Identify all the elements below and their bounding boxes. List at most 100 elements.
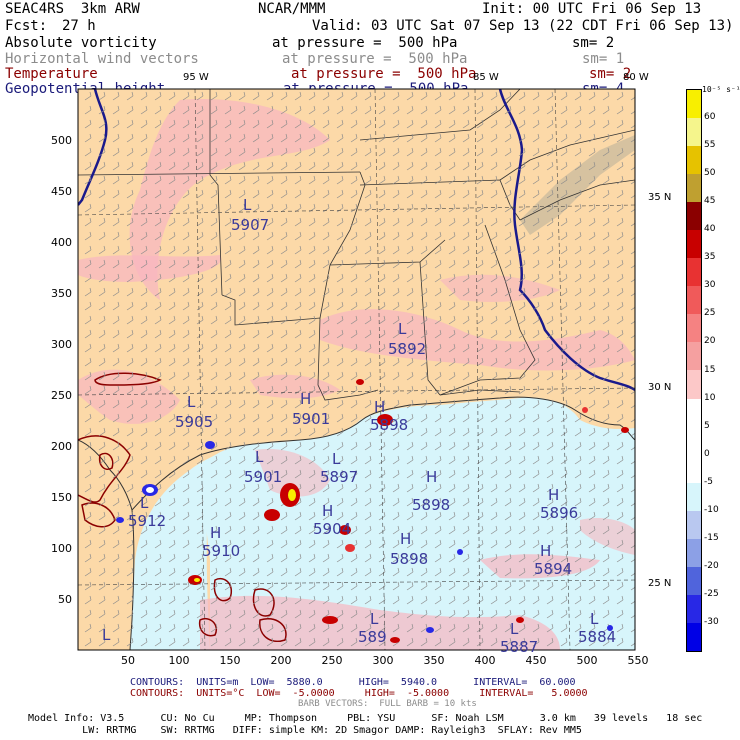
height-value: 5892 [388, 340, 427, 358]
wind-barb [546, 455, 554, 465]
wind-barb [140, 623, 148, 633]
wind-barb [490, 469, 498, 479]
wind-barb [406, 217, 414, 227]
wind-barb [504, 259, 512, 269]
wind-barb [518, 357, 526, 367]
wind-barb [294, 637, 302, 647]
wind-barb [602, 609, 610, 619]
wind-barb [252, 175, 260, 185]
wind-barb [252, 427, 260, 437]
wind-barb [434, 315, 442, 325]
colorbar-label: -5 [704, 476, 713, 487]
wind-barb [364, 231, 372, 241]
wind-barb [588, 189, 596, 199]
wind-barb [224, 175, 232, 185]
footer-height-contours: CONTOURS: UNITS=m LOW= 5880.0 HIGH= 5940… [130, 677, 576, 688]
wind-barb [238, 399, 246, 409]
wind-barb [322, 609, 330, 619]
wind-barb [364, 567, 372, 577]
wind-barb [476, 273, 484, 283]
wind-barb [574, 441, 582, 451]
wind-barb [336, 343, 344, 353]
wind-barb [140, 399, 148, 409]
init-time: Init: 00 UTC Fri 06 Sep 13 [482, 1, 702, 17]
wind-barb [336, 469, 344, 479]
wind-barb [112, 413, 120, 423]
wind-barb [168, 329, 176, 339]
low-marker: L [398, 320, 407, 338]
wind-barb [560, 609, 568, 619]
wind-barb [238, 511, 246, 521]
wind-barb [588, 273, 596, 283]
wind-barb [588, 497, 596, 507]
wind-barb [364, 161, 372, 171]
wind-barb [560, 553, 568, 563]
wind-barb [448, 217, 456, 227]
wind-barb [546, 161, 554, 171]
wind-barb [406, 413, 414, 423]
wind-barb [336, 567, 344, 577]
wind-barb [308, 301, 316, 311]
wind-barb [476, 259, 484, 269]
wind-barb [574, 371, 582, 381]
wind-barb [238, 427, 246, 437]
wind-barb [350, 511, 358, 521]
wind-barb [560, 539, 568, 549]
wind-barb [420, 259, 428, 269]
wind-barb [364, 511, 372, 521]
wind-barb [322, 623, 330, 633]
wind-barb [238, 161, 246, 171]
wind-barb [252, 455, 260, 465]
wind-barb [168, 469, 176, 479]
colorbar-label: 20 [704, 336, 716, 347]
wind-barb [616, 455, 624, 465]
wind-barb [462, 357, 470, 367]
wind-barb [154, 497, 162, 507]
wind-barb [350, 217, 358, 227]
wind-barb [154, 301, 162, 311]
wind-barb [224, 91, 232, 101]
wind-barb [518, 385, 526, 395]
wind-barb [126, 259, 134, 269]
wind-barb [294, 161, 302, 171]
wind-barb [364, 343, 372, 353]
wind-barb [434, 175, 442, 185]
wind-barb [434, 203, 442, 213]
wind-barb [420, 609, 428, 619]
wind-barb [364, 133, 372, 143]
colorbar-label: 40 [704, 224, 716, 235]
wind-barb [602, 189, 610, 199]
wind-barb [294, 259, 302, 269]
wind-barb [308, 315, 316, 325]
wind-barb [238, 525, 246, 535]
wind-barb [84, 595, 92, 605]
wind-barb [504, 147, 512, 157]
wind-barb [630, 348, 635, 353]
wind-barb [280, 581, 288, 591]
wind-barb [126, 343, 134, 353]
wind-barb [546, 329, 554, 339]
wind-barb [504, 287, 512, 297]
wind-barb [378, 189, 386, 199]
wind-barb [364, 371, 372, 381]
wind-barb [420, 301, 428, 311]
wind-barb [574, 161, 582, 171]
height-value: 5887 [500, 638, 539, 656]
wind-barb [238, 189, 246, 199]
wind-barb [378, 175, 386, 185]
wind-barb [504, 203, 512, 213]
wind-barb [196, 609, 204, 619]
wind-barb [602, 133, 610, 143]
wind-barb [224, 217, 232, 227]
wind-barb [392, 315, 400, 325]
wind-barb [238, 343, 246, 353]
wind-barb [84, 553, 92, 563]
wind-barb [238, 315, 246, 325]
x-tick-label: 550 [627, 654, 649, 667]
wind-barb [280, 441, 288, 451]
wind-barb [140, 273, 148, 283]
wind-barb [392, 91, 400, 101]
wind-barb [518, 539, 526, 549]
wind-barb [462, 105, 470, 115]
wind-barb [280, 427, 288, 437]
